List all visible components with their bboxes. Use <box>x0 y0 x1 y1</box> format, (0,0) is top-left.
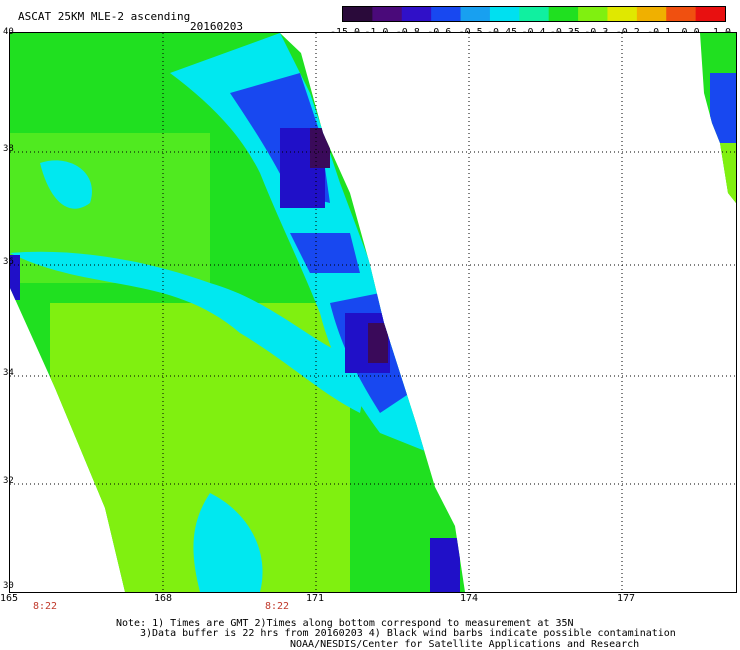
colorbar-segment <box>578 7 608 21</box>
swath-main <box>10 33 465 592</box>
colorbar-segment <box>607 7 638 21</box>
lat-tick-label: 30 <box>3 581 14 591</box>
lat-tick-label: 34 <box>3 368 14 378</box>
time-label-west: 8:22 <box>32 601 58 612</box>
cyan-patch-west <box>40 160 92 209</box>
note-line-3: NOAA/NESDIS/Center for Satellite Applica… <box>290 639 640 650</box>
lat-tick-label: 32 <box>3 476 14 486</box>
note-line-2: 3)Data buffer is 22 hrs from 20160203 4)… <box>140 628 676 639</box>
colorbar-segment <box>343 7 373 21</box>
graticule <box>10 33 736 592</box>
purple-north <box>310 128 330 168</box>
lat-tick-label: 36 <box>3 257 14 267</box>
lon-tick-label: 177 <box>616 593 636 604</box>
lon-tick-label: 171 <box>305 593 325 604</box>
map-date: 20160203 <box>190 20 243 33</box>
map-title: ASCAT 25KM MLE-2 ascending <box>18 10 191 23</box>
colorbar-segment <box>519 7 550 21</box>
colorbar-segment <box>460 7 491 21</box>
swath-east <box>700 33 736 203</box>
lon-tick-label: 165 <box>0 593 19 604</box>
colorbar <box>342 6 726 22</box>
deepblue-bottom <box>430 538 460 592</box>
colorbar-segment <box>666 7 697 21</box>
lon-tick-label: 174 <box>459 593 479 604</box>
cyan-patch-south <box>193 493 263 592</box>
note-line-1: Note: 1) Times are GMT 2)Times along bot… <box>116 618 574 629</box>
lat-tick-label: 38 <box>3 144 14 154</box>
blue-band-mid <box>290 233 360 273</box>
cyan-band-west <box>10 251 370 413</box>
colorbar-segment <box>489 7 520 21</box>
deepblue-edge <box>10 255 20 300</box>
purple-south <box>368 323 388 363</box>
lat-tick-label: 40 <box>3 27 14 37</box>
colorbar-segment <box>401 7 432 21</box>
colorbar-segment <box>372 7 403 21</box>
colorbar-segment <box>431 7 462 21</box>
time-label-east: 8:22 <box>264 601 290 612</box>
map-plot <box>9 32 737 593</box>
east-blue <box>710 73 736 143</box>
colorbar-segment <box>695 7 725 21</box>
colorbar-segment <box>548 7 579 21</box>
colorbar-segment <box>636 7 667 21</box>
lon-tick-label: 168 <box>153 593 173 604</box>
